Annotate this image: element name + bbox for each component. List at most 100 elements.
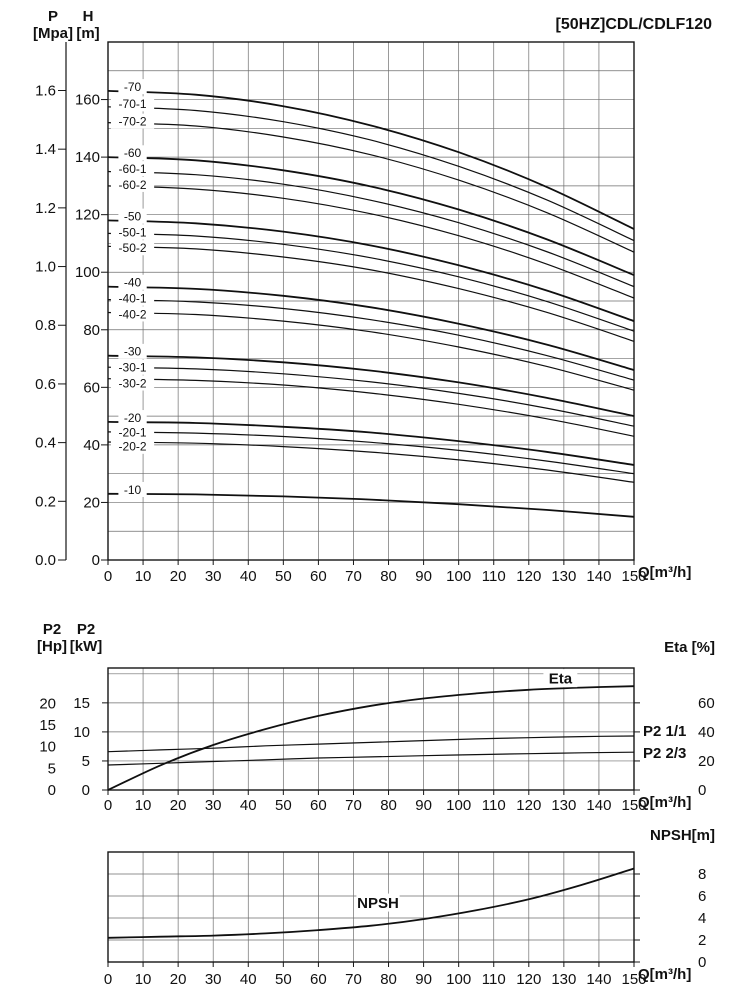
y-tick-label-npsh: 6: [698, 888, 706, 905]
chart-npsh: 0 10 20 30 40 50 60 70 80 90 100 110 120 130 140 150 0 2 4…: [104, 851, 706, 988]
x-tick-label: 0: [104, 971, 112, 988]
h-axis-letter: H: [82, 8, 94, 25]
x-tick-label: 50: [275, 568, 292, 585]
curve-label--40-1: -40-1: [119, 291, 147, 305]
x-tick-label: 60: [310, 797, 327, 814]
x-tick-label: 130: [551, 971, 576, 988]
curve-label-box--30-1: [110, 359, 155, 375]
y-tick-label-p: 1.4: [35, 141, 56, 158]
y-tick-label-kw: 15: [73, 695, 90, 712]
series-curves: [107, 685, 635, 791]
curve--20: [107, 421, 635, 466]
y-tick-label-h: 40: [83, 437, 100, 454]
x-tick-label: 70: [345, 797, 362, 814]
x-tick-label: 150: [621, 971, 646, 988]
curve-label--20: -20: [124, 411, 142, 425]
y-tick-label-h: 0: [92, 552, 100, 569]
x-tick-label: 10: [135, 797, 152, 814]
p2-kw-unit: [kW]: [69, 638, 103, 655]
axis-eta: 0 20 40 60: [634, 695, 715, 799]
plot-border: [107, 41, 635, 561]
x-tick-label: 40: [240, 797, 257, 814]
curve--30: [107, 354, 635, 417]
curve-NPSH: [107, 867, 635, 939]
y-tick-label-p: 1.6: [35, 82, 56, 99]
p-axis-title: P [Mpa]: [33, 8, 73, 42]
curve--30-2: [107, 378, 635, 437]
curve-label--70-1: -70-1: [119, 97, 147, 111]
curve-label-box--40: [118, 274, 147, 290]
y-tick-label-kw: 10: [73, 724, 90, 741]
y-tick-label-p: 0.0: [35, 552, 56, 569]
curve--50-2: [107, 245, 635, 342]
x-tick-label: 80: [380, 971, 397, 988]
curve-label-box--50-2: [110, 240, 155, 256]
x-tick-label: 40: [240, 971, 257, 988]
curve-label-box--50: [118, 208, 147, 224]
curve-label-box--60-1: [110, 161, 155, 177]
curve--20-1: [107, 431, 635, 475]
curve-label--40-2: -40-2: [119, 307, 147, 321]
x-tick-label: 110: [482, 568, 506, 585]
y-tick-label-h: 120: [75, 207, 100, 224]
x-tick-label: 40: [240, 568, 257, 585]
curve-label-box--10: [118, 481, 147, 497]
curve-label-Eta: Eta: [549, 671, 573, 688]
p2-kw-letter: P2: [76, 621, 96, 638]
x-tick-label: 20: [170, 568, 187, 585]
y-tick-label-kw: 0: [82, 782, 90, 799]
p2-kw-axis-title: P2 [kW]: [66, 621, 106, 655]
curve-label-box--60-2: [110, 176, 155, 192]
axis-hp: 0 5 10 15 20: [39, 695, 56, 799]
x-tick-label: 60: [310, 971, 327, 988]
curve-P2 1/1: [107, 735, 635, 753]
x-tick-label: 80: [380, 568, 397, 585]
x-tick-label: 0: [104, 568, 112, 585]
p2-hp-letter: P2: [42, 621, 62, 638]
series-label-p2-1-1: P2 1/1: [643, 723, 687, 740]
y-tick-label-eta: 20: [698, 753, 715, 770]
x-tick-label: 100: [446, 971, 471, 988]
curve-label--50-1: -50-1: [119, 225, 147, 239]
curve-label-NPSH: NPSH: [357, 895, 399, 912]
x-tick-label: 30: [205, 568, 222, 585]
x-tick-label: 30: [205, 971, 222, 988]
curve-label-box--20: [118, 410, 147, 426]
eta-axis-title: Eta [%]: [664, 639, 715, 656]
y-tick-label-h: 80: [83, 322, 100, 339]
x-tick-label: 140: [586, 971, 611, 988]
x-tick-label: 70: [345, 568, 362, 585]
x-tick-label: 10: [135, 971, 152, 988]
curve-labels: -70 -70-1 -70-2 -60 -60-1 -60-2 -50 -50-1 -50-2 -…: [110, 79, 155, 497]
y-tick-label-eta: 0: [698, 782, 706, 799]
y-tick-label-kw: 5: [82, 753, 90, 770]
curve-label--40: -40: [124, 276, 142, 290]
curve--40: [107, 285, 635, 371]
x-tick-label: 120: [516, 797, 541, 814]
curve-label-box--30: [118, 343, 147, 359]
y-tick-label-p: 0.2: [35, 493, 56, 510]
curve-label-box--70-1: [110, 96, 155, 112]
series-label-p2-2-3: P2 2/3: [643, 745, 687, 762]
curve--60: [107, 156, 635, 276]
x-tick-label: 120: [516, 971, 541, 988]
curve--30-1: [107, 366, 635, 427]
curve-label-box--40-1: [110, 290, 155, 306]
x-tick-label: 110: [482, 971, 506, 988]
curve-label-box--60: [118, 145, 147, 161]
h-axis-unit: [m]: [76, 25, 100, 42]
curve-label--60: -60: [124, 146, 142, 160]
curve--60-2: [107, 185, 635, 299]
curve-label-box--70-2: [110, 113, 155, 129]
x-tick-label: 130: [551, 568, 576, 585]
x-tick-label: 90: [415, 568, 432, 585]
x-tick-label: 30: [205, 797, 222, 814]
series-curves: [107, 867, 635, 939]
x-tick-label: 130: [551, 797, 576, 814]
x-tick-labels: 0 10 20 30 40 50 60 70 80 90 100 110 120 130 140 150: [104, 962, 647, 988]
y-tick-label-h: 160: [75, 92, 100, 109]
curve-label--20-2: -20-2: [119, 440, 147, 454]
x-tick-label: 150: [621, 568, 646, 585]
